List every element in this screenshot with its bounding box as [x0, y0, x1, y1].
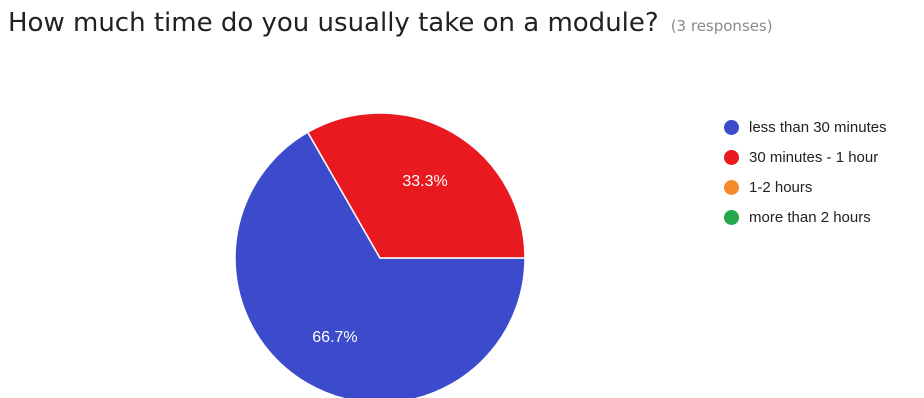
legend-item-1-2-hours[interactable]: 1-2 hours: [724, 172, 887, 202]
response-count: (3 responses): [670, 17, 773, 35]
legend-label: 1-2 hours: [749, 178, 813, 196]
pie-slice-less-than-30-minutes[interactable]: [234, 131, 526, 398]
chart-title: How much time do you usually take on a m…: [8, 8, 659, 38]
pie-slice-30-minutes-1-hour[interactable]: [306, 112, 526, 259]
legend-label: more than 2 hours: [749, 208, 871, 226]
chart-legend: less than 30 minutes 30 minutes - 1 hour…: [724, 112, 887, 232]
slice-data-label: 66.7%: [312, 329, 357, 346]
legend-item-30-minutes-1-hour[interactable]: 30 minutes - 1 hour: [724, 142, 887, 172]
legend-label: less than 30 minutes: [749, 118, 887, 136]
slice-data-label: 33.3%: [402, 173, 447, 190]
legend-item-less-than-30-minutes[interactable]: less than 30 minutes: [724, 112, 887, 142]
legend-item-more-than-2-hours[interactable]: more than 2 hours: [724, 202, 887, 232]
legend-swatch-icon: [724, 179, 739, 195]
legend-swatch-icon: [724, 209, 739, 225]
legend-swatch-icon: [724, 119, 739, 135]
legend-swatch-icon: [724, 149, 739, 165]
chart-header: How much time do you usually take on a m…: [8, 8, 773, 38]
legend-label: 30 minutes - 1 hour: [749, 148, 879, 166]
